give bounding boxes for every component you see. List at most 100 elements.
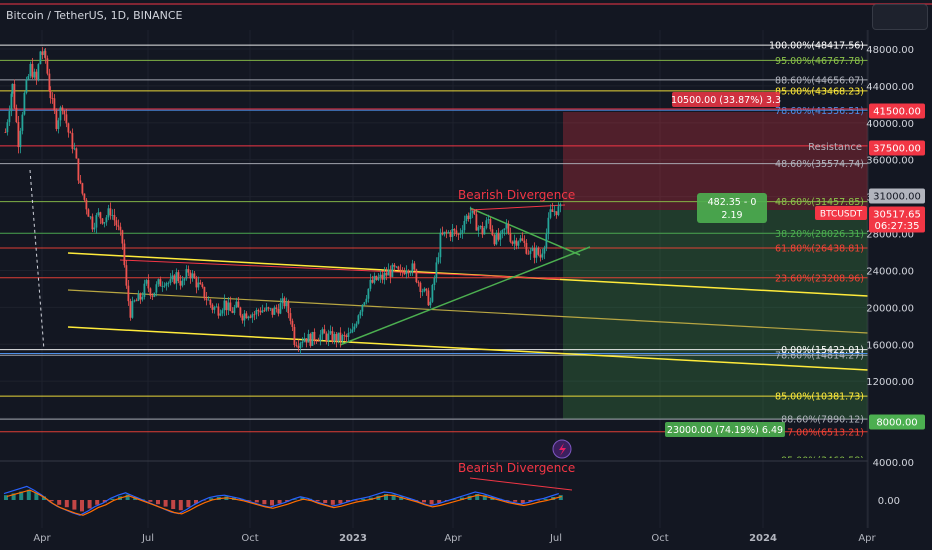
candle-body: [6, 122, 9, 133]
candle-body: [205, 298, 208, 301]
osc-bar: [384, 494, 388, 500]
fib-label: 78.60%(14814.27): [775, 351, 864, 362]
candle-body: [133, 300, 136, 302]
candle-body: [159, 279, 162, 287]
candle-body: [305, 338, 308, 343]
candle-body: [233, 307, 236, 313]
candle-body: [393, 264, 396, 267]
candle-body: [153, 292, 156, 297]
candle-body: [79, 180, 82, 184]
candle-body: [169, 279, 172, 283]
osc-bar: [42, 496, 46, 500]
candle-body: [299, 343, 302, 348]
candle-body: [359, 311, 362, 316]
osc-bar: [87, 500, 92, 509]
candle-body: [157, 279, 160, 285]
candle-body: [221, 310, 224, 314]
candle-body: [229, 302, 232, 312]
candle-body: [44, 50, 47, 59]
candle-body: [457, 234, 460, 235]
candle-body: [211, 304, 214, 310]
candle-body: [555, 211, 558, 216]
candle-body: [461, 230, 464, 233]
candle-body: [35, 71, 38, 80]
candle-body: [327, 333, 330, 342]
candle-body: [261, 310, 264, 313]
candle-body: [351, 329, 354, 333]
fib-label: 85.00%(10381.73): [775, 392, 864, 403]
candle-body: [197, 282, 200, 288]
candle-body: [401, 270, 404, 273]
candle-body: [251, 314, 254, 318]
candle-body: [443, 231, 446, 235]
candle-body: [85, 199, 88, 210]
candle-body: [215, 306, 218, 308]
candle-body: [227, 302, 230, 311]
candle-body: [273, 307, 276, 315]
settings-button[interactable]: [872, 4, 928, 30]
price-tag: [869, 414, 925, 430]
candle-body: [99, 212, 102, 219]
candle-body: [529, 250, 532, 254]
osc-bar: [262, 500, 267, 505]
candle-body: [263, 310, 266, 312]
fib-label: 95.00%(3460.58): [781, 455, 864, 466]
candle-body: [105, 217, 108, 223]
price-tag-label: 8000.00: [876, 418, 917, 429]
candle-body: [247, 316, 250, 319]
candle-body: [425, 288, 428, 291]
candle-body: [465, 215, 468, 221]
candle-body: [485, 220, 488, 228]
candle-body: [467, 215, 470, 220]
candle-body: [15, 107, 18, 123]
candle-body: [325, 333, 328, 342]
osc-bar: [505, 500, 510, 501]
candle-body: [399, 269, 402, 271]
candle-body: [421, 291, 424, 293]
candle-body: [515, 240, 518, 246]
osc-bar: [513, 500, 518, 502]
candle-body: [539, 254, 542, 258]
candle-body: [33, 71, 36, 78]
candle-body: [303, 338, 306, 342]
candle-body: [89, 216, 92, 218]
candle-body: [103, 222, 106, 224]
candle-body: [389, 269, 392, 277]
candle-body: [29, 63, 32, 77]
candle-body: [489, 219, 492, 230]
candle-body: [189, 272, 192, 279]
candle-body: [185, 269, 188, 279]
candle-body: [295, 344, 298, 346]
osc-signal-line: [6, 489, 562, 516]
candle-body: [163, 285, 166, 287]
osc-bar: [536, 500, 540, 501]
osc-bar: [57, 500, 62, 505]
trendline: [29, 169, 45, 351]
candle-body: [435, 262, 438, 279]
candle-body: [8, 111, 11, 123]
candle-body: [501, 230, 504, 234]
candle-body: [277, 308, 280, 314]
x-tick-label: Jul: [141, 533, 154, 544]
candle-body: [269, 308, 272, 310]
entry-label-line1: 482.35 - 0: [708, 197, 757, 208]
candle-body: [491, 229, 494, 236]
candle-body: [319, 334, 322, 341]
osc-bar: [323, 500, 328, 503]
candle-body: [397, 266, 400, 270]
osc-bar: [429, 500, 434, 505]
osc-bar: [482, 495, 487, 500]
candle-body: [41, 51, 44, 55]
candle-body: [493, 235, 496, 245]
candle-body: [125, 265, 128, 286]
candle-body: [213, 307, 216, 310]
candle-body: [307, 333, 310, 343]
candle-body: [507, 223, 510, 234]
candle-body: [479, 225, 482, 228]
osc-bar: [186, 500, 191, 508]
candle-body: [311, 331, 314, 346]
candle-body: [23, 92, 26, 115]
osc-tick-label: 0.00: [878, 496, 900, 507]
candle-body: [235, 301, 238, 308]
